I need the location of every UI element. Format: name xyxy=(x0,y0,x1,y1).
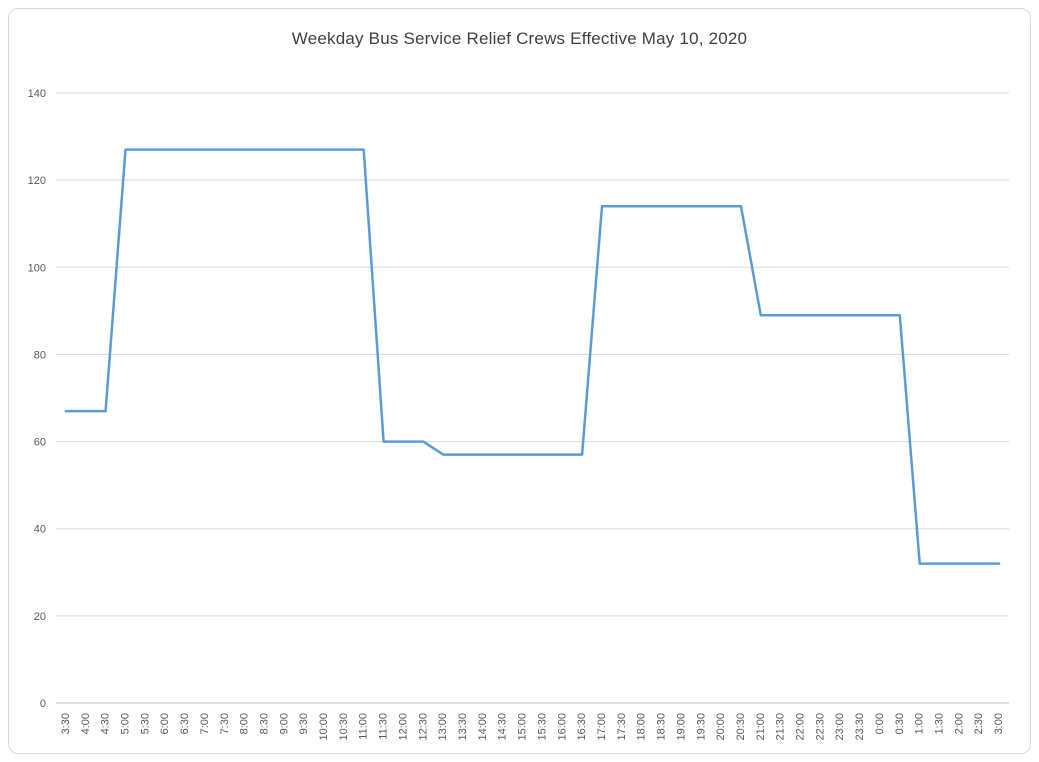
x-tick-label: 19:30 xyxy=(695,713,707,741)
chart-title: Weekday Bus Service Relief Crews Effecti… xyxy=(291,29,748,48)
x-tick-label: 8:00 xyxy=(239,713,251,734)
y-tick-label: 0 xyxy=(40,698,46,710)
x-tick-label: 0:00 xyxy=(874,713,886,734)
x-tick-label: 5:30 xyxy=(139,713,151,734)
x-tick-label: 12:30 xyxy=(417,713,429,741)
y-tick-label: 40 xyxy=(34,524,46,536)
x-tick-label: 15:30 xyxy=(536,713,548,741)
x-tick-label: 9:30 xyxy=(298,713,310,734)
x-tick-label: 18:30 xyxy=(656,713,668,741)
x-tick-label: 21:30 xyxy=(775,713,787,741)
x-tick-label: 13:30 xyxy=(457,713,469,741)
x-tick-label: 23:30 xyxy=(854,713,866,741)
x-tick-label: 16:30 xyxy=(576,713,588,741)
x-tick-label: 11:00 xyxy=(358,713,370,740)
x-tick-label: 13:00 xyxy=(437,713,449,741)
x-tick-label: 9:00 xyxy=(278,713,290,734)
x-tick-label: 3:00 xyxy=(993,713,1005,734)
y-tick-label: 20 xyxy=(34,611,46,623)
x-tick-label: 17:00 xyxy=(596,713,608,741)
x-tick-label: 0:30 xyxy=(894,713,906,734)
x-tick-label: 19:00 xyxy=(675,713,687,741)
y-tick-label: 140 xyxy=(28,88,46,100)
y-tick-label: 60 xyxy=(34,437,46,449)
x-tick-label: 6:30 xyxy=(179,713,191,734)
y-tick-label: 100 xyxy=(28,262,46,274)
x-tick-label: 22:30 xyxy=(814,713,826,741)
x-tick-label: 1:30 xyxy=(934,713,946,734)
x-tick-label: 23:00 xyxy=(834,713,846,741)
x-tick-label: 10:30 xyxy=(338,713,350,741)
x-tick-label: 21:00 xyxy=(755,713,767,741)
x-tick-label: 12:00 xyxy=(397,713,409,741)
x-tick-label: 20:00 xyxy=(715,713,727,741)
x-tick-label: 3:30 xyxy=(60,713,72,734)
x-tick-label: 10:00 xyxy=(318,713,330,741)
x-tick-label: 4:30 xyxy=(100,713,112,734)
x-tick-label: 17:30 xyxy=(616,713,628,741)
x-tick-label: 16:00 xyxy=(556,713,568,741)
y-tick-label: 120 xyxy=(28,175,46,187)
x-tick-label: 11:30 xyxy=(378,713,390,740)
x-tick-label: 18:00 xyxy=(636,713,648,741)
x-tick-label: 14:30 xyxy=(497,713,509,741)
chart-container: Weekday Bus Service Relief Crews Effecti… xyxy=(8,8,1031,754)
x-tick-label: 4:00 xyxy=(80,713,92,734)
x-tick-label: 22:00 xyxy=(795,713,807,741)
x-tick-label: 7:30 xyxy=(219,713,231,734)
x-tick-label: 5:00 xyxy=(119,713,131,734)
x-tick-label: 2:00 xyxy=(953,713,965,734)
x-tick-label: 7:00 xyxy=(199,713,211,734)
x-tick-label: 14:00 xyxy=(477,713,489,741)
chart-canvas: 0 20 40 60 80 100 120 140 3:30 4:00 4:30 5:00 5:30 6:… xyxy=(28,88,1009,741)
series-line xyxy=(64,148,1001,565)
y-tick-label: 80 xyxy=(34,349,46,361)
x-tick-label: 2:30 xyxy=(973,713,985,734)
x-tick-label: 6:00 xyxy=(159,713,171,734)
x-tick-label: 20:30 xyxy=(735,713,747,741)
x-tick-label: 8:30 xyxy=(258,713,270,734)
x-tick-label: 15:00 xyxy=(517,713,529,741)
x-tick-label: 1:00 xyxy=(914,713,926,734)
